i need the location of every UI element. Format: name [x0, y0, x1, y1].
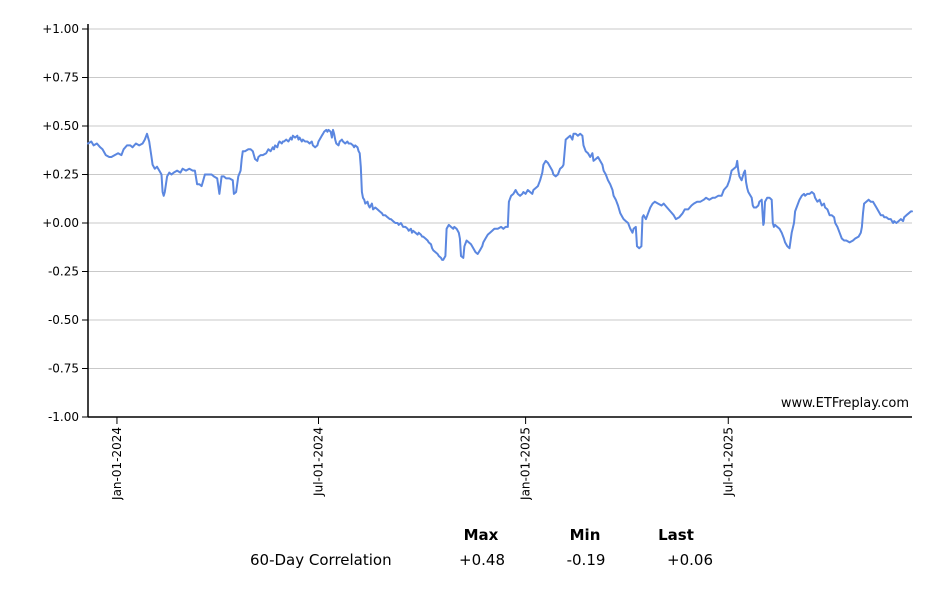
y-axis-label: -0.50	[48, 313, 79, 327]
y-axis-label: +0.00	[42, 216, 79, 230]
summary-value-last: +0.06	[667, 551, 713, 569]
x-axis-label: Jul-01-2025	[721, 427, 735, 497]
y-axis-label: +0.25	[42, 168, 79, 182]
summary-header-last: Last	[658, 526, 694, 544]
y-axis-label: +0.50	[42, 119, 79, 133]
y-axis-label: +0.75	[42, 71, 79, 85]
summary-header-max: Max	[463, 526, 499, 544]
summary-value-max: +0.48	[459, 551, 505, 569]
x-axis-label: Jan-01-2025	[519, 427, 533, 500]
x-axis-label: Jul-01-2024	[311, 427, 325, 497]
summary-header-min: Min	[569, 526, 601, 544]
summary-value-min: -0.19	[566, 551, 606, 569]
watermark-text: www.ETFreplay.com	[780, 396, 909, 411]
summary-row-label: 60-Day Correlation	[250, 551, 392, 569]
chart-canvas: +1.00 +0.75 +0.50 +0.25 +0.00 -0.25 -0.50 -0.75…	[42, 22, 913, 501]
y-axis-label: -0.75	[48, 362, 79, 376]
y-axis-label: -0.25	[48, 265, 79, 279]
correlation-line	[87, 128, 913, 261]
correlation-chart: +1.00 +0.75 +0.50 +0.25 +0.00 -0.25 -0.50 -0.75…	[42, 22, 913, 501]
y-axis-label: -1.00	[48, 410, 79, 424]
x-axis-label: Jan-01-2024	[110, 427, 124, 500]
y-axis-label: +1.00	[42, 22, 79, 36]
